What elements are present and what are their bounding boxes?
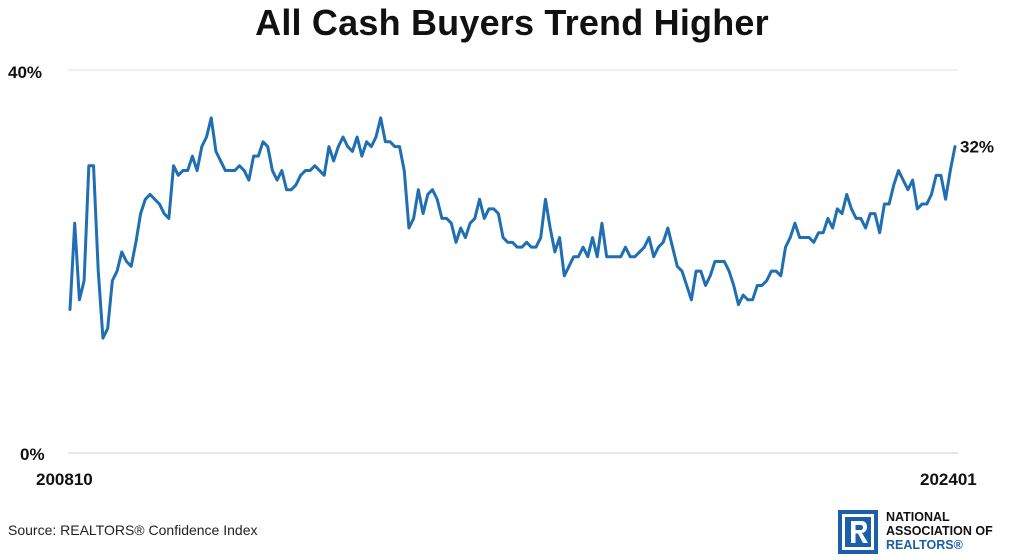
chart-title: All Cash Buyers Trend Higher xyxy=(255,2,769,43)
source-note: Source: REALTORS® Confidence Index xyxy=(8,522,258,538)
end-value-label: 32% xyxy=(960,138,994,157)
nar-logo: NATIONAL ASSOCIATION OF REALTORS® xyxy=(838,510,1018,554)
y-tick-label-bottom: 0% xyxy=(20,445,45,464)
series-line-all-cash xyxy=(68,116,957,340)
realtor-r-logo-icon xyxy=(838,510,878,554)
logo-wordmark: NATIONAL ASSOCIATION OF REALTORS® xyxy=(886,510,993,552)
line-chart: 40% 0% 200810 202401 32% xyxy=(8,63,994,489)
logo-line-3: REALTORS® xyxy=(886,538,963,552)
x-tick-label-end: 202401 xyxy=(920,470,977,489)
logo-line-2: ASSOCIATION OF xyxy=(886,524,993,538)
logo-line-1: NATIONAL xyxy=(886,510,950,524)
x-tick-label-start: 200810 xyxy=(36,470,93,489)
y-tick-label-top: 40% xyxy=(8,63,42,82)
